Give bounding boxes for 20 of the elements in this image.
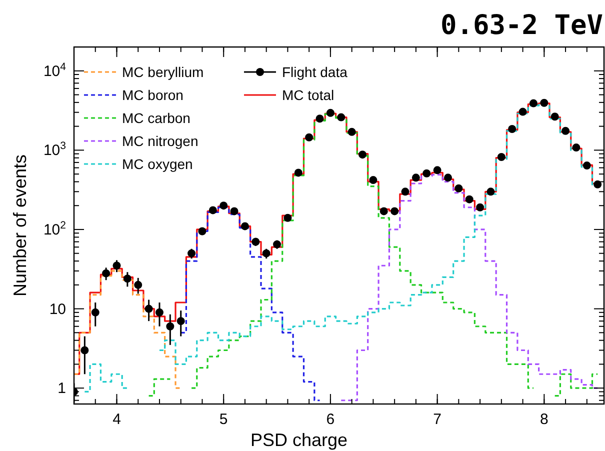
legend-label: MC boron <box>122 87 184 103</box>
x-tick-label: 7 <box>433 411 442 428</box>
legend-label: MC oxygen <box>122 156 193 172</box>
legend-label: MC beryllium <box>122 64 204 80</box>
y-tick-label: 10$^{3}$ <box>43 140 66 160</box>
x-tick-label: 6 <box>326 411 335 428</box>
legend-label: MC carbon <box>122 110 190 126</box>
y-tick-label: 1 <box>58 380 66 398</box>
y-tick-label: 10 <box>49 300 66 318</box>
y-tick-label: 10$^{4}$ <box>43 60 66 80</box>
legend-label: MC total <box>282 87 334 103</box>
x-axis-title: PSD charge <box>250 430 348 450</box>
chart-title: 0.63-2 TeV <box>440 10 603 41</box>
x-tick-label: 5 <box>219 411 228 428</box>
x-tick-label: 8 <box>540 411 548 428</box>
x-tick-label: 4 <box>112 411 121 428</box>
y-axis-title: Number of events <box>10 154 30 297</box>
y-tick-label: 10$^{2}$ <box>43 219 66 238</box>
legend-label: Flight data <box>282 64 348 80</box>
legend-label: MC nitrogen <box>122 133 198 149</box>
